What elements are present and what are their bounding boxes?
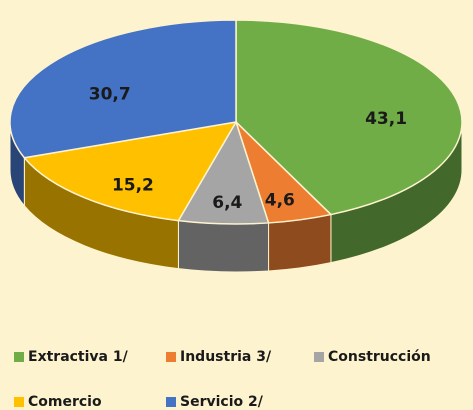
value-label: 6,4 bbox=[212, 193, 242, 213]
legend-label: Extractiva 1/ bbox=[28, 349, 129, 365]
value-label: 4,6 bbox=[265, 190, 295, 210]
pie-slice bbox=[22, 120, 238, 222]
legend-swatch bbox=[166, 352, 176, 362]
legend-swatch bbox=[166, 397, 176, 407]
value-label: 30,7 bbox=[89, 84, 131, 104]
value-label: 43,1 bbox=[365, 109, 407, 129]
legend-label: Servicio 2/ bbox=[180, 394, 264, 410]
pie-slice bbox=[235, 19, 463, 216]
pie-side bbox=[177, 220, 270, 273]
legend-label: Industria 3/ bbox=[180, 349, 272, 365]
value-label: 15,2 bbox=[112, 175, 154, 195]
pie-side bbox=[268, 213, 332, 272]
legend-swatch bbox=[14, 352, 24, 362]
legend-swatch bbox=[314, 352, 324, 362]
legend-label: Construcción bbox=[328, 349, 431, 365]
legend-swatch bbox=[14, 397, 24, 407]
pie-slice bbox=[9, 19, 237, 159]
legend-label: Comercio bbox=[28, 394, 102, 410]
